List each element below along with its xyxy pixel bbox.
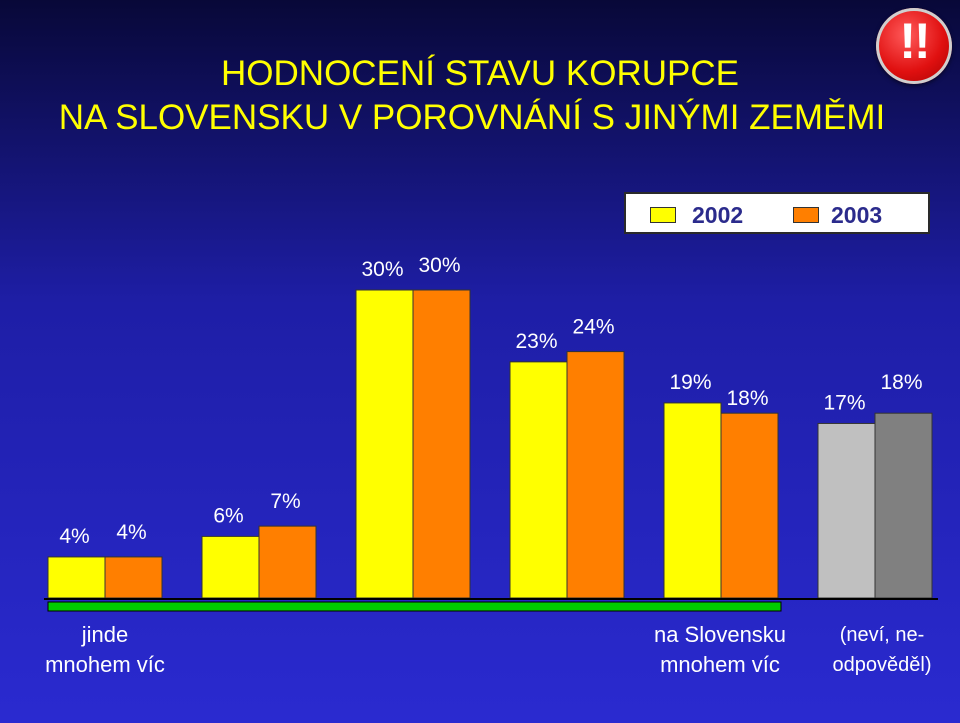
warning-icon-text: !!	[899, 13, 930, 69]
bar-2003-0	[104, 556, 163, 599]
data-label-2002-1: 6%	[213, 504, 243, 527]
bar-2002-0	[47, 556, 106, 599]
bar-2002-2	[355, 289, 414, 599]
category-label-unknown-line-2: odpověděl)	[832, 654, 932, 676]
bar-2003-4	[720, 412, 779, 599]
data-label-2003-5: 18%	[880, 371, 922, 394]
category-label-left-line-2: mnohem víc	[45, 652, 165, 677]
warning-icon: !!	[876, 8, 952, 84]
data-label-2002-4: 19%	[669, 371, 711, 394]
data-label-2003-4: 18%	[726, 387, 768, 410]
category-label-right-line-1: na Slovensku	[653, 622, 787, 647]
legend-label-2002: 2002	[692, 202, 744, 228]
chart-title-line-1: HODNOCENÍ STAVU KORUPCE	[221, 54, 739, 93]
bar-2002-3	[509, 361, 568, 599]
data-label-2003-1: 7%	[270, 490, 300, 513]
data-label-2003-3: 24%	[572, 316, 614, 339]
data-label-2002-0: 4%	[59, 525, 89, 548]
category-label-left-line-1: jinde	[81, 622, 129, 647]
bar-2003-3	[566, 351, 625, 599]
data-label-2002-2: 30%	[361, 258, 403, 281]
category-label-unknown: (neví, ne- odpověděl)	[812, 620, 952, 680]
bar-2002-1	[201, 535, 260, 599]
category-label-right: na Slovensku mnohem víc	[620, 620, 820, 680]
chart-title-line-2: NA SLOVENSKU V POROVNÁNÍ S JINÝMI ZEMĚMI	[58, 98, 886, 137]
category-label-right-line-2: mnohem víc	[660, 652, 780, 677]
bar-2003-2	[412, 289, 471, 599]
data-label-2003-0: 4%	[116, 521, 146, 544]
data-label-2002-3: 23%	[515, 330, 557, 353]
legend-swatch-2002	[650, 207, 676, 223]
bar-2002-4	[663, 402, 722, 599]
category-label-left: jinde mnohem víc	[10, 620, 200, 680]
data-label-2002-5: 17%	[823, 391, 865, 414]
bar-2003-1	[258, 525, 317, 599]
scale-bar	[47, 601, 782, 612]
legend: 2002 2003	[624, 192, 930, 234]
bar-2003-5	[874, 412, 933, 599]
legend-label-2003: 2003	[831, 202, 883, 228]
data-label-2003-2: 30%	[418, 254, 460, 277]
bar-2002-5	[817, 422, 876, 599]
legend-swatch-2003	[793, 207, 819, 223]
category-label-unknown-line-1: (neví, ne-	[839, 624, 925, 646]
